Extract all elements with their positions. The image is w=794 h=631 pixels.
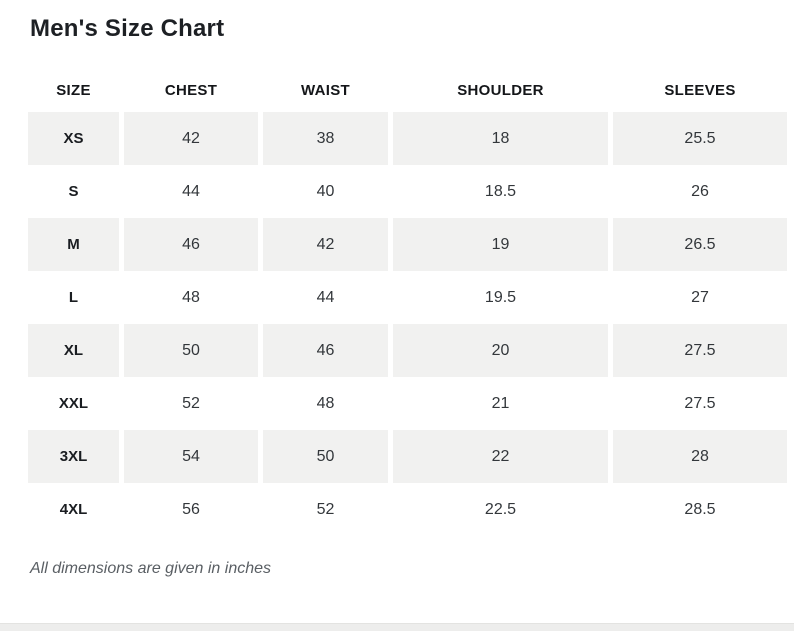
- size-cell: 3XL: [28, 430, 119, 483]
- measurement-cell: 46: [124, 218, 258, 271]
- size-cell: XL: [28, 324, 119, 377]
- table-row: 3XL 54 50 22 28: [28, 430, 787, 483]
- measurement-cell: 18.5: [484, 182, 517, 200]
- page-title: Men's Size Chart: [30, 15, 225, 42]
- measurement-cell: 42: [263, 218, 388, 271]
- measurement-cell: 48: [316, 394, 335, 412]
- measurement-cell: 56: [182, 500, 200, 518]
- measurement-cell: 20: [393, 324, 608, 377]
- measurement-cell: 26: [691, 182, 709, 200]
- measurement-cell: 50: [124, 324, 258, 377]
- next-section-top-edge: [0, 623, 794, 631]
- size-cell: S: [68, 183, 79, 200]
- measurement-cell: 26.5: [613, 218, 787, 271]
- column-header-sleeves: SLEEVES: [664, 81, 736, 99]
- measurement-cell: 21: [491, 394, 510, 412]
- measurement-cell: 52: [182, 394, 200, 412]
- column-header-chest: CHEST: [164, 81, 218, 99]
- measurement-cell: 44: [316, 288, 335, 306]
- measurement-cell: 48: [182, 288, 200, 306]
- measurement-cell: 22: [393, 430, 608, 483]
- measurement-cell: 22.5: [484, 500, 517, 518]
- size-cell: M: [28, 218, 119, 271]
- size-chart-table: SIZE CHEST WAIST SHOULDER SLEEVES XS 42 38…: [23, 68, 792, 536]
- measurement-cell: 38: [263, 112, 388, 165]
- footnote: All dimensions are given in inches: [30, 560, 272, 577]
- measurement-cell: 28: [613, 430, 787, 483]
- size-cell: XS: [28, 112, 119, 165]
- table-row: L 48 44 19.5 27: [28, 271, 787, 324]
- measurement-cell: 52: [316, 500, 335, 518]
- measurement-cell: 27.5: [613, 324, 787, 377]
- measurement-cell: 50: [263, 430, 388, 483]
- table-row: XS 42 38 18 25.5: [28, 112, 787, 165]
- measurement-cell: 19: [393, 218, 608, 271]
- measurement-cell: 28.5: [684, 500, 716, 518]
- measurement-cell: 25.5: [613, 112, 787, 165]
- table-row: M 46 42 19 26.5: [28, 218, 787, 271]
- measurement-cell: 40: [316, 182, 335, 200]
- measurement-cell: 27: [691, 288, 709, 306]
- measurement-cell: 54: [124, 430, 258, 483]
- size-chart-section: Men's Size Chart SIZE CHEST WAIST SHOULD…: [0, 14, 794, 578]
- measurement-cell: 42: [124, 112, 258, 165]
- column-header-size: SIZE: [56, 81, 91, 99]
- table-row: 4XL 56 52 22.5 28.5: [28, 483, 787, 536]
- table-row: XXL 52 48 21 27.5: [28, 377, 787, 430]
- header-row: SIZE CHEST WAIST SHOULDER SLEEVES: [28, 68, 787, 112]
- column-header-shoulder: SHOULDER: [457, 81, 544, 99]
- column-header-waist: WAIST: [301, 81, 350, 99]
- measurement-cell: 27.5: [684, 394, 716, 412]
- measurement-cell: 44: [182, 182, 200, 200]
- size-cell: L: [68, 289, 79, 306]
- table-row: S 44 40 18.5 26: [28, 165, 787, 218]
- table-row: XL 50 46 20 27.5: [28, 324, 787, 377]
- size-cell: XXL: [58, 395, 89, 412]
- measurement-cell: 19.5: [484, 288, 517, 306]
- measurement-cell: 46: [263, 324, 388, 377]
- measurement-cell: 18: [393, 112, 608, 165]
- size-cell: 4XL: [59, 501, 88, 518]
